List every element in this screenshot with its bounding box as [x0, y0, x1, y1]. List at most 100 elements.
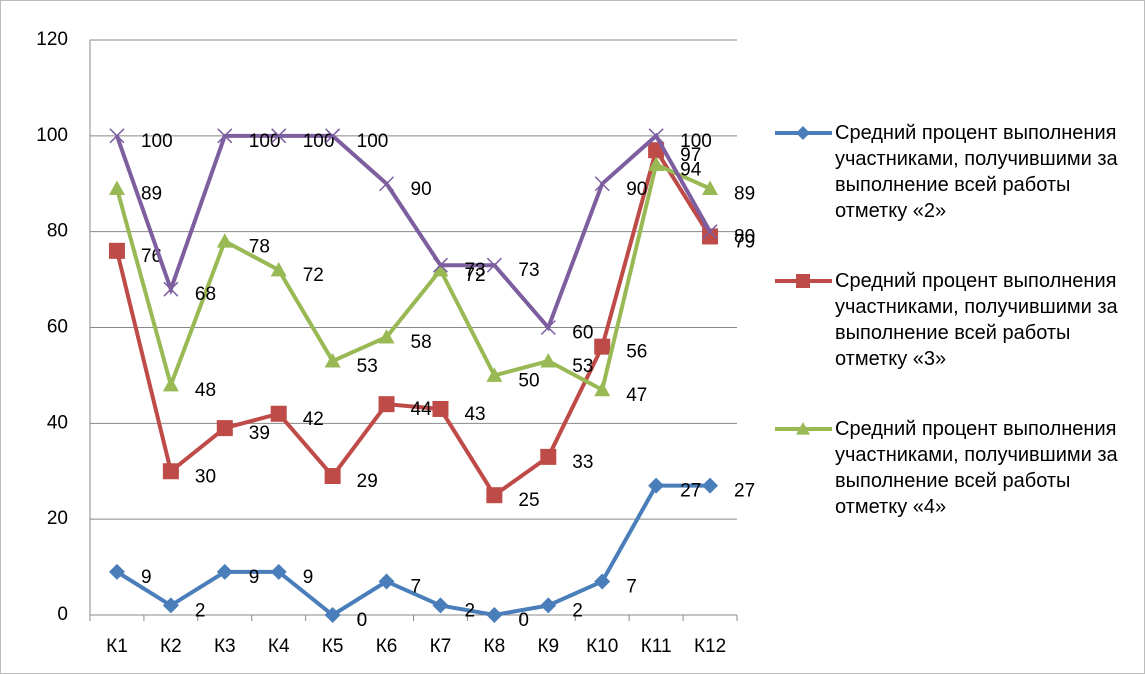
x-tick-label: К9: [537, 636, 559, 657]
data-label: 50: [518, 370, 539, 391]
marker: [702, 228, 719, 245]
marker: [270, 262, 287, 277]
data-label: 7: [626, 576, 637, 597]
data-label: 47: [626, 385, 647, 406]
marker: [648, 156, 665, 171]
x-tick-label: К5: [322, 636, 344, 657]
data-label: 0: [357, 610, 368, 631]
data-label: 27: [680, 481, 701, 502]
marker: [796, 126, 810, 140]
marker: [486, 487, 503, 504]
data-label: 68: [195, 284, 216, 305]
data-label: 73: [464, 260, 485, 281]
x-tick-label: К2: [160, 636, 182, 657]
marker: [378, 329, 395, 344]
marker: [432, 257, 448, 273]
data-label: 43: [464, 404, 485, 425]
data-label: 72: [464, 265, 485, 286]
data-label: 90: [411, 179, 432, 200]
marker: [432, 400, 449, 417]
data-label: 60: [572, 323, 593, 344]
data-label: 58: [411, 332, 432, 353]
marker: [270, 563, 287, 580]
data-label: 100: [141, 131, 173, 152]
marker: [109, 128, 125, 144]
y-tick-label: 80: [47, 221, 68, 242]
series-line: [115, 132, 712, 332]
marker: [648, 477, 665, 494]
data-label: 33: [572, 452, 593, 473]
data-label: 48: [195, 380, 216, 401]
data-label: 9: [249, 567, 260, 588]
x-tick-label: К10: [586, 636, 618, 657]
series-line: [115, 483, 711, 618]
y-tick-label: 20: [47, 508, 68, 529]
marker: [163, 281, 179, 297]
data-label: 27: [734, 481, 755, 502]
marker: [162, 377, 179, 392]
marker: [324, 353, 341, 368]
data-label: 9: [303, 567, 314, 588]
marker: [216, 233, 233, 248]
marker: [271, 128, 287, 144]
data-label: 90: [626, 179, 647, 200]
data-label: 9: [141, 567, 152, 588]
data-label: 29: [357, 471, 378, 492]
data-label: 100: [249, 131, 281, 152]
data-label: 30: [195, 466, 216, 487]
marker: [594, 381, 611, 397]
data-label: 78: [249, 236, 270, 257]
marker: [796, 274, 810, 288]
marker: [216, 563, 233, 580]
marker: [432, 597, 449, 614]
x-tick-label: К11: [641, 636, 672, 657]
series-line: [115, 145, 712, 499]
legend-label: Средний процент выполнения участниками, …: [835, 122, 1118, 222]
marker: [432, 262, 449, 277]
data-label: 56: [626, 342, 647, 363]
marker: [702, 224, 718, 240]
marker: [796, 422, 810, 435]
marker: [486, 367, 503, 382]
data-label: 7: [411, 576, 422, 597]
legend-label: Средний процент выполнения участниками, …: [835, 270, 1118, 370]
data-label: 53: [357, 356, 378, 377]
data-label: 94: [680, 160, 702, 181]
y-tick-label: 120: [36, 29, 68, 50]
data-label: 97: [680, 145, 701, 166]
marker: [108, 563, 125, 580]
x-tick-label: К8: [484, 636, 506, 657]
marker: [540, 448, 557, 465]
data-label: 44: [411, 399, 433, 420]
x-tick-label: К1: [106, 636, 128, 657]
marker: [540, 319, 556, 336]
data-label: 2: [464, 600, 475, 621]
data-label: 42: [303, 409, 324, 430]
marker: [162, 463, 179, 480]
marker: [702, 477, 719, 494]
x-tick-label: К4: [268, 636, 290, 657]
marker: [324, 607, 341, 623]
marker: [486, 607, 503, 623]
data-label: 89: [141, 184, 162, 205]
data-label: 89: [734, 184, 755, 205]
marker: [270, 405, 287, 422]
data-label: 100: [680, 131, 712, 152]
marker: [594, 176, 610, 192]
data-label: 2: [195, 600, 206, 621]
marker: [594, 573, 611, 590]
data-label: 39: [249, 423, 270, 444]
marker: [540, 597, 557, 614]
marker: [540, 353, 557, 368]
y-tick-label: 0: [57, 604, 68, 625]
x-tick-label: К3: [214, 636, 236, 657]
data-label: 80: [734, 227, 755, 248]
x-tick-label: К12: [694, 636, 726, 657]
marker: [486, 257, 502, 273]
marker: [648, 128, 664, 144]
data-label: 73: [518, 260, 539, 281]
data-label: 53: [572, 356, 593, 377]
marker: [108, 242, 125, 259]
